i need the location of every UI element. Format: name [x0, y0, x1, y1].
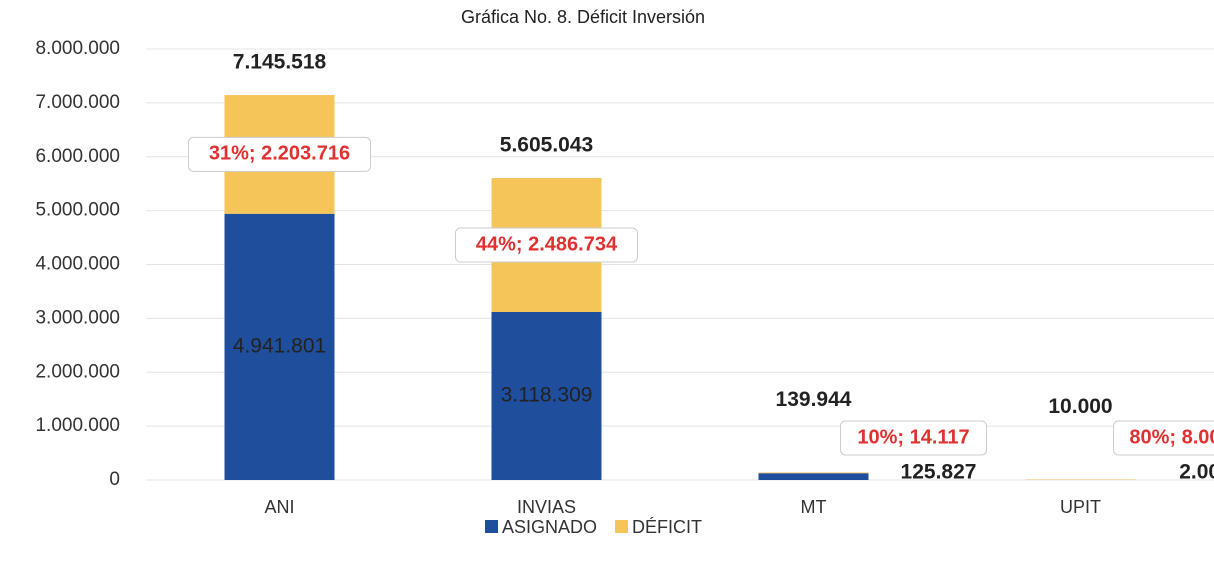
bar-segment	[758, 472, 869, 474]
deficit-label: 31%; 2.203.716	[209, 143, 350, 165]
x-tick-label: INVIAS	[517, 497, 576, 517]
y-tick-label: 4.000.000	[35, 254, 120, 275]
deficit-label-box	[188, 136, 371, 172]
y-tick-label: 6.000.000	[35, 146, 120, 167]
legend-swatch	[615, 520, 629, 533]
bar-segment	[758, 473, 869, 480]
y-tick-label: 2.000.000	[35, 361, 120, 382]
asignado-label: 3.118.309	[501, 384, 593, 407]
y-tick-label: 7.000.000	[35, 92, 120, 113]
total-label: 5.605.043	[500, 134, 593, 157]
asignado-label: 125.827	[901, 461, 977, 484]
y-tick-label: 5.000.000	[35, 200, 120, 221]
x-tick-label: MT	[801, 497, 827, 517]
x-tick-label: UPIT	[1060, 497, 1101, 517]
deficit-label: 10%; 14.117	[857, 426, 969, 448]
chart-title: Gráfica No. 8. Déficit Inversión	[461, 7, 705, 27]
asignado-label: 2.000	[1179, 461, 1214, 484]
y-tick-label: 0	[109, 469, 120, 490]
x-tick-label: ANI	[264, 497, 294, 517]
total-label: 139.944	[776, 388, 852, 411]
deficit-label-box	[840, 420, 987, 456]
asignado-label: 4.941.801	[233, 334, 326, 357]
legend-label: ASIGNADO	[502, 517, 597, 537]
legend-label: DÉFICIT	[632, 517, 702, 537]
total-label: 10.000	[1048, 395, 1112, 418]
deficit-label: 44%; 2.486.734	[476, 233, 618, 255]
bar-segment	[224, 213, 335, 480]
deficit-label-box	[1113, 420, 1214, 456]
legend-swatch	[485, 520, 498, 533]
bar-segment	[491, 312, 602, 480]
y-tick-label: 3.000.000	[35, 307, 120, 328]
deficit-label: 80%; 8.000	[1129, 426, 1214, 448]
deficit-label-box	[455, 227, 638, 263]
total-label: 7.145.518	[233, 51, 327, 74]
y-tick-label: 8.000.000	[35, 38, 120, 59]
y-tick-label: 1.000.000	[35, 415, 120, 436]
